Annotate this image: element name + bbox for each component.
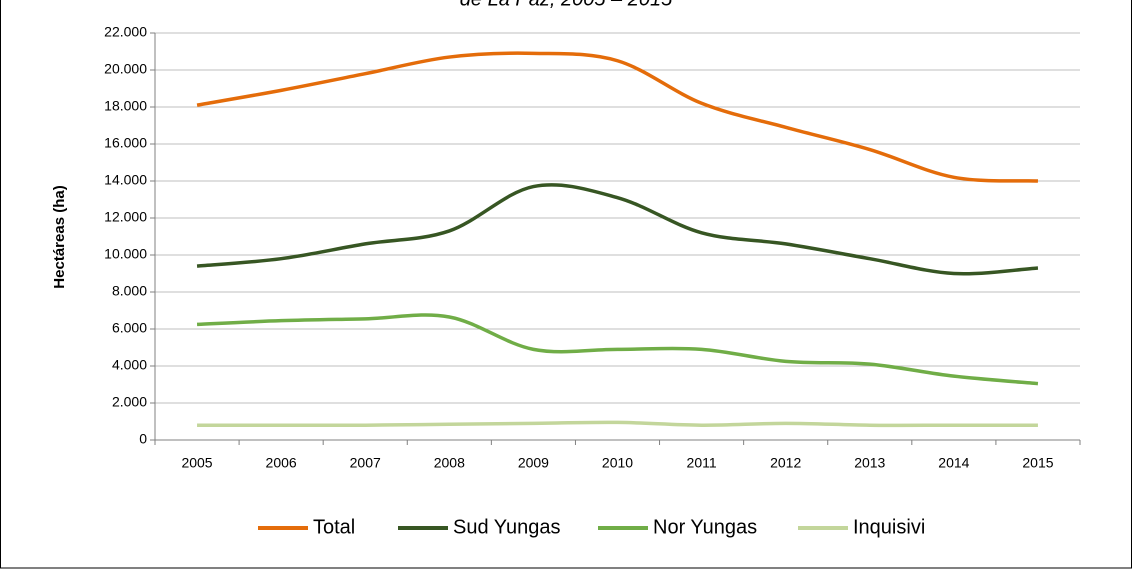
x-tick-label: 2006 [266,455,297,471]
y-tick-label: 14.000 [104,172,147,188]
x-tick-label: 2015 [1022,455,1053,471]
y-tick-label: 10.000 [104,246,147,262]
y-tick-label: 22.000 [104,24,147,40]
y-tick-label: 0 [139,431,147,447]
series-line [196,313,1039,386]
y-tick-label: 4.000 [112,357,147,373]
series-line [196,183,1039,276]
legend-label: Inquisivi [853,516,925,538]
legend-label: Sud Yungas [453,516,561,538]
x-tick-label: 2008 [434,455,465,471]
x-tick-label: 2010 [602,455,633,471]
y-tick-label: 2.000 [112,394,147,410]
y-tick-label: 16.000 [104,135,147,151]
x-tick-label: 2013 [854,455,885,471]
x-tick-label: 2014 [938,455,969,471]
x-tick-label: 2007 [350,455,381,471]
y-axis-label: Hectáreas (ha) [51,185,68,288]
legend-label: Nor Yungas [653,516,757,538]
y-tick-label: 8.000 [112,283,147,299]
y-tick-label: 12.000 [104,209,147,225]
x-tick-label: 2011 [687,455,717,471]
y-tick-label: 18.000 [104,98,147,114]
chart-title: de La Paz, 2005 – 2015 [460,0,673,10]
y-tick-label: 6.000 [112,320,147,336]
y-tick-label: 20.000 [104,61,147,77]
series-line [196,51,1039,183]
legend-label: Total [313,516,355,538]
x-tick-label: 2009 [518,455,549,471]
x-tick-label: 2005 [181,455,212,471]
x-tick-label: 2012 [770,455,801,471]
series-line [197,420,1038,428]
